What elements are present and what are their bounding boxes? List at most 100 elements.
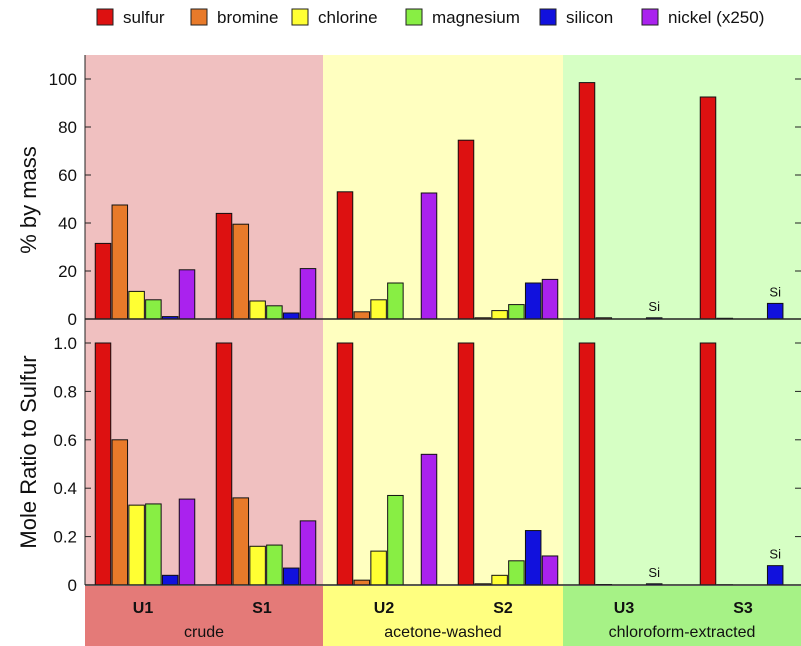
bottom-bar-s3-sulfur	[699, 342, 717, 586]
top-bar-u1-bromine	[111, 204, 129, 320]
bottom-bar-s1-bromine	[232, 497, 250, 586]
legend-swatch-sulfur	[96, 8, 114, 26]
top-panel-mass-percent: 0 20 40 60 80 100 Si Si	[49, 55, 801, 329]
bottom-annotation-u3-silicon: Si	[648, 565, 660, 580]
x-tick-label-s3: S3	[733, 600, 753, 617]
x-tick-label-s1: S1	[252, 600, 272, 617]
group-label-band-chloroform-extracted	[563, 586, 801, 646]
group-background-acetone-washed	[323, 55, 563, 585]
bottom-y-tick-label: 0.4	[53, 479, 77, 498]
top-y-axis-title: % by mass	[16, 146, 41, 254]
top-y-tick-label: 20	[58, 262, 77, 281]
top-bar-u1-magnesium	[145, 299, 162, 320]
legend-item-bromine: bromine	[190, 8, 278, 27]
bottom-bar-u3-sulfur	[578, 342, 596, 586]
legend-swatch-magnesium	[405, 8, 423, 26]
top-bar-s2-sulfur	[457, 139, 475, 320]
top-bar-s2-chlorine	[491, 310, 508, 320]
legend-label-bromine: bromine	[217, 8, 278, 27]
bottom-bar-u2-magnesium	[387, 494, 404, 586]
bottom-bar-s1-nickel-x250	[299, 520, 317, 586]
bottom-bar-s1-magnesium	[266, 544, 283, 586]
top-bar-s1-silicon	[282, 312, 300, 320]
top-bar-u1-nickel-x250	[178, 269, 196, 320]
legend-swatch-bromine	[190, 8, 208, 26]
legend-label-silicon: silicon	[566, 8, 613, 27]
top-bar-u2-chlorine	[370, 299, 387, 320]
bottom-y-tick-label: 1.0	[53, 334, 77, 353]
bottom-bar-u2-sulfur	[336, 342, 354, 586]
legend-label-nickel-x250: nickel (x250)	[668, 8, 764, 27]
bottom-bar-s2-sulfur	[457, 342, 475, 586]
legend-swatch-silicon	[539, 8, 557, 26]
bottom-bar-s1-chlorine	[249, 545, 266, 586]
bottom-bar-s2-nickel-x250	[541, 555, 559, 586]
top-bar-s3-silicon	[766, 302, 784, 320]
legend-label-sulfur: sulfur	[123, 8, 165, 27]
bottom-bar-u1-nickel-x250	[178, 498, 196, 586]
bottom-bar-u1-magnesium	[145, 503, 162, 586]
top-bar-s2-nickel-x250	[541, 278, 559, 320]
top-annotation-u3-silicon: Si	[648, 299, 660, 314]
bottom-panel-mole-ratio: 0 0.2 0.4 0.6 0.8 1.0 Si Si	[53, 319, 801, 595]
bottom-bar-u1-silicon	[161, 574, 179, 586]
bottom-y-tick-label: 0.2	[53, 528, 77, 547]
group-label-crude: crude	[184, 624, 224, 641]
group-background-chloroform-extracted	[563, 55, 801, 585]
bottom-bar-s2-silicon	[524, 530, 542, 586]
x-tick-label-u3: U3	[614, 600, 635, 617]
group-label-chloroform-extracted: chloroform-extracted	[609, 624, 756, 641]
bottom-bar-u1-sulfur	[94, 342, 112, 586]
legend-item-silicon: silicon	[539, 8, 613, 27]
legend: sulfur bromine chlorine magnesium silicon nic…	[96, 8, 764, 27]
top-bar-u3-sulfur	[578, 82, 596, 320]
legend-item-nickel-x250: nickel (x250)	[641, 8, 764, 27]
top-bar-s3-sulfur	[699, 96, 717, 320]
group-label-band-acetone-washed	[323, 586, 563, 646]
top-bar-u2-sulfur	[336, 191, 354, 320]
legend-item-sulfur: sulfur	[96, 8, 165, 27]
bottom-y-tick-label: 0	[68, 576, 77, 595]
group-label-acetone-washed: acetone-washed	[384, 624, 501, 641]
bottom-bar-s2-magnesium	[508, 560, 525, 586]
bottom-bar-u1-bromine	[111, 439, 129, 586]
bottom-bar-s1-sulfur	[215, 342, 233, 586]
top-bar-u2-bromine	[353, 311, 371, 320]
bottom-bar-s3-silicon	[766, 565, 784, 586]
top-bar-s2-silicon	[524, 282, 542, 320]
top-bar-s1-bromine	[232, 223, 250, 320]
bottom-bar-s1-silicon	[282, 567, 300, 586]
legend-item-magnesium: magnesium	[405, 8, 520, 27]
top-bar-u2-magnesium	[387, 282, 404, 320]
bottom-bar-s2-chlorine	[491, 574, 508, 586]
x-tick-label-u2: U2	[374, 600, 395, 617]
top-bar-u2-nickel-x250	[420, 192, 438, 320]
group-backgrounds	[85, 55, 801, 585]
x-tick-label-s2: S2	[493, 600, 513, 617]
bottom-bar-u2-nickel-x250	[420, 453, 438, 586]
legend-swatch-chlorine	[291, 8, 309, 26]
bottom-y-axis-title: Mole Ratio to Sulfur	[16, 355, 41, 548]
top-bar-s1-nickel-x250	[299, 268, 317, 320]
top-y-tick-label: 0	[68, 310, 77, 329]
legend-swatch-nickel-x250	[641, 8, 659, 26]
top-bar-u1-sulfur	[94, 242, 112, 320]
bottom-bar-u2-chlorine	[370, 550, 387, 586]
top-y-tick-label: 60	[58, 166, 77, 185]
top-bar-s1-chlorine	[249, 300, 266, 320]
top-y-tick-label: 100	[49, 70, 77, 89]
legend-item-chlorine: chlorine	[291, 8, 378, 27]
bottom-y-tick-label: 0.6	[53, 431, 77, 450]
top-bar-s2-magnesium	[508, 304, 525, 320]
top-y-tick-label: 40	[58, 214, 77, 233]
category-label-band: crude acetone-washed chloroform-extracted U…	[85, 586, 801, 646]
top-bar-u1-chlorine	[128, 290, 145, 320]
legend-label-magnesium: magnesium	[432, 8, 520, 27]
bottom-bar-u1-chlorine	[128, 504, 145, 586]
top-y-tick-label: 80	[58, 118, 77, 137]
bottom-y-tick-label: 0.8	[53, 382, 77, 401]
bottom-annotation-s3-silicon: Si	[769, 547, 781, 562]
group-label-band-crude	[85, 586, 323, 646]
top-annotation-s3-silicon: Si	[769, 284, 781, 299]
